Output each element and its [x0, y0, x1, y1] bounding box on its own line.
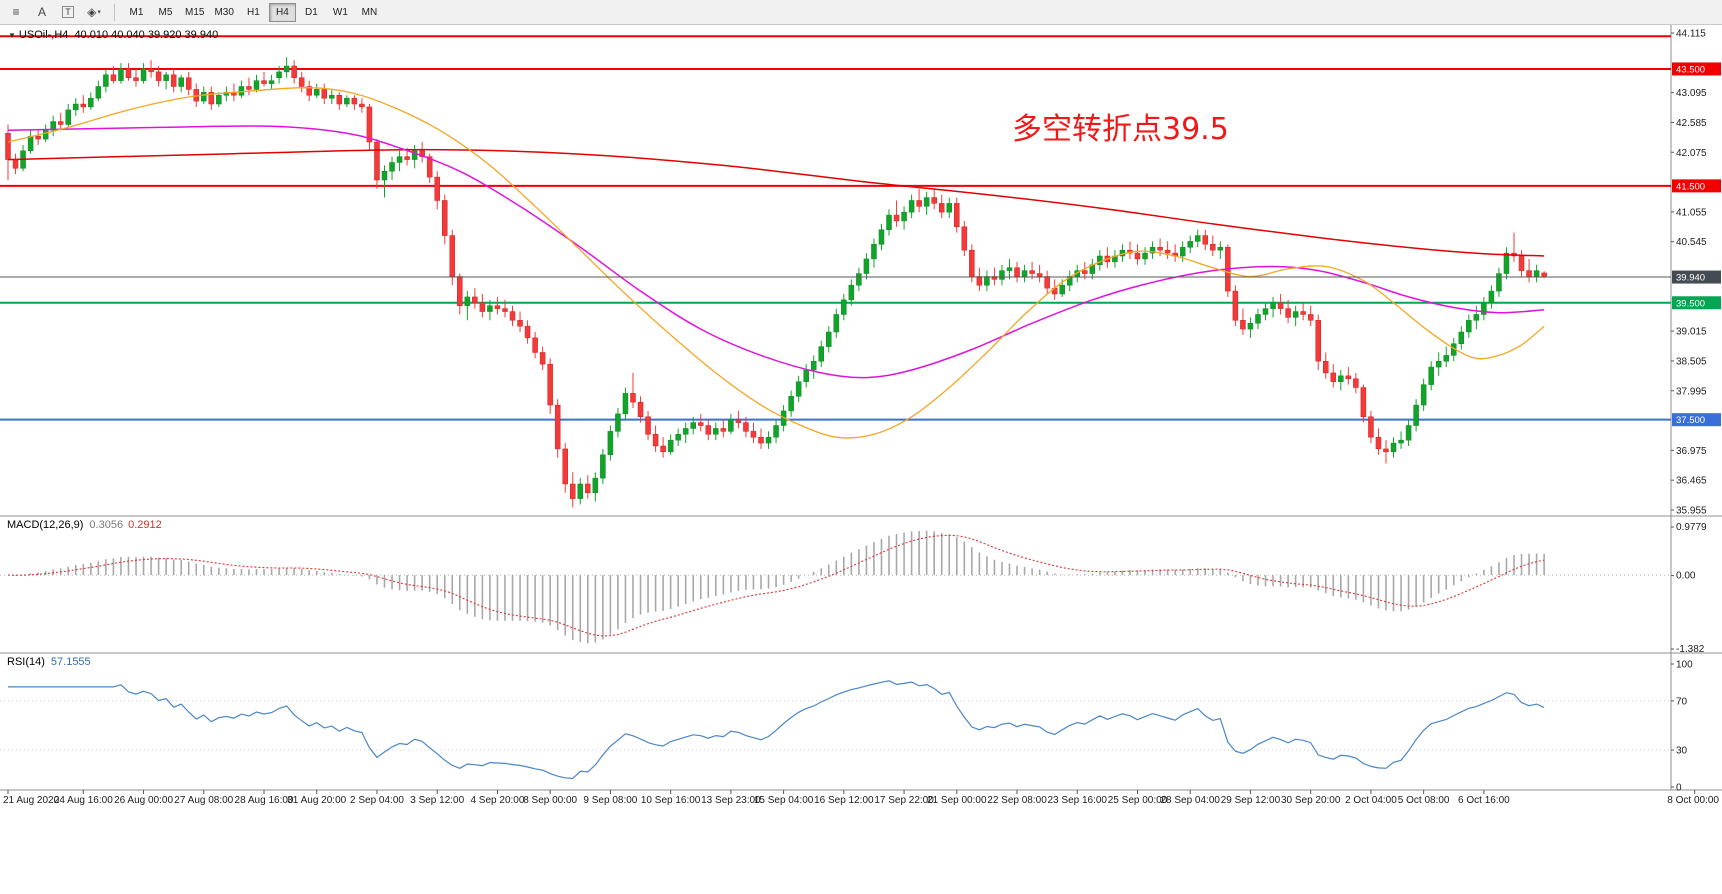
svg-text:6 Oct 16:00: 6 Oct 16:00	[1458, 795, 1510, 806]
svg-text:10 Sep 16:00: 10 Sep 16:00	[641, 795, 701, 806]
svg-text:39.940: 39.940	[1676, 273, 1705, 284]
tf-button-m30[interactable]: M30	[210, 3, 237, 22]
svg-text:2 Oct 04:00: 2 Oct 04:00	[1345, 795, 1397, 806]
svg-text:15 Sep 04:00: 15 Sep 04:00	[754, 795, 814, 806]
toolbar-separator	[114, 3, 115, 21]
svg-text:0.9779: 0.9779	[1676, 522, 1707, 533]
tf-button-w1[interactable]: W1	[327, 3, 354, 22]
svg-text:22 Sep 08:00: 22 Sep 08:00	[987, 795, 1047, 806]
svg-text:21 Sep 00:00: 21 Sep 00:00	[927, 795, 987, 806]
tf-button-m1[interactable]: M1	[123, 3, 150, 22]
svg-text:16 Sep 12:00: 16 Sep 12:00	[814, 795, 874, 806]
svg-text:43.500: 43.500	[1676, 64, 1705, 75]
main-chart-region[interactable]	[0, 25, 1671, 516]
textbox-tool-icon[interactable]: T	[56, 2, 80, 23]
svg-text:21 Aug 2020: 21 Aug 2020	[3, 795, 60, 806]
svg-text:37.995: 37.995	[1676, 386, 1707, 397]
svg-text:0: 0	[1676, 783, 1682, 794]
svg-text:26 Aug 00:00: 26 Aug 00:00	[114, 795, 173, 806]
svg-text:9 Sep 08:00: 9 Sep 08:00	[583, 795, 637, 806]
svg-text:70: 70	[1676, 696, 1688, 707]
tf-button-h1[interactable]: H1	[240, 3, 267, 22]
charts-list-icon[interactable]: ≡	[12, 5, 20, 19]
svg-text:43.095: 43.095	[1676, 88, 1707, 99]
svg-text:36.975: 36.975	[1676, 446, 1707, 457]
svg-text:100: 100	[1676, 660, 1693, 671]
macd-label: MACD(12,26,9) 0.3056 0.2912	[7, 519, 162, 531]
svg-text:8 Oct 00:00: 8 Oct 00:00	[1667, 795, 1719, 806]
macd-name: MACD(12,26,9)	[7, 519, 84, 531]
tf-button-m5[interactable]: M5	[152, 3, 179, 22]
svg-text:-1.382: -1.382	[1676, 644, 1705, 655]
svg-text:42.585: 42.585	[1676, 118, 1707, 129]
svg-text:30: 30	[1676, 746, 1688, 757]
ohlc-values: 40.010 40.040 39.920 39.940	[74, 29, 219, 41]
svg-text:25 Sep 00:00: 25 Sep 00:00	[1108, 795, 1168, 806]
shapes-tool-icon[interactable]: ◈ ▾	[87, 5, 101, 19]
text-tool-icon[interactable]: A	[37, 5, 46, 19]
rsi-value: 57.1555	[50, 656, 91, 668]
svg-text:27 Aug 08:00: 27 Aug 08:00	[174, 795, 233, 806]
svg-text:4 Sep 20:00: 4 Sep 20:00	[470, 795, 524, 806]
symbol-dropdown-icon[interactable]: ▼	[8, 31, 16, 40]
rsi-label: RSI(14) 57.1555	[7, 656, 91, 668]
svg-text:37.500: 37.500	[1676, 415, 1705, 426]
svg-text:17 Sep 22:00: 17 Sep 22:00	[874, 795, 934, 806]
tf-button-d1[interactable]: D1	[298, 3, 325, 22]
svg-text:28 Sep 04:00: 28 Sep 04:00	[1160, 795, 1220, 806]
svg-text:35.955: 35.955	[1676, 506, 1707, 517]
svg-text:0.00: 0.00	[1676, 571, 1696, 582]
chevron-down-icon: ▾	[97, 9, 101, 16]
rsi-name: RSI(14)	[7, 656, 45, 668]
svg-text:24 Aug 16:00: 24 Aug 16:00	[54, 795, 113, 806]
svg-text:41.055: 41.055	[1676, 207, 1707, 218]
svg-text:30 Sep 20:00: 30 Sep 20:00	[1281, 795, 1341, 806]
macd-main-value: 0.3056	[89, 519, 124, 531]
toolbar: ≡ A T ◈ ▾ M1 M5 M15 M30 H1 H4 D1 W1 MN	[0, 0, 1722, 25]
svg-text:39.015: 39.015	[1676, 327, 1707, 338]
time-axis[interactable]	[0, 790, 1722, 814]
tf-button-m15[interactable]: M15	[181, 3, 208, 22]
tf-button-mn[interactable]: MN	[356, 3, 383, 22]
svg-text:38.505: 38.505	[1676, 356, 1707, 367]
svg-text:29 Sep 12:00: 29 Sep 12:00	[1221, 795, 1281, 806]
svg-text:44.115: 44.115	[1676, 29, 1706, 40]
svg-text:5 Oct 08:00: 5 Oct 08:00	[1398, 795, 1450, 806]
symbol-timeframe-label: USOil-,H4	[18, 29, 69, 41]
svg-text:39.500: 39.500	[1676, 298, 1705, 309]
chart-title: ▼ USOil-,H4 40.010 40.040 39.920 39.940	[8, 29, 218, 41]
tf-button-h4[interactable]: H4	[268, 2, 296, 22]
svg-text:8 Sep 00:00: 8 Sep 00:00	[523, 795, 577, 806]
macd-signal-value: 0.2912	[128, 519, 162, 531]
svg-text:41.500: 41.500	[1676, 181, 1705, 192]
svg-text:2 Sep 04:00: 2 Sep 04:00	[350, 795, 404, 806]
chart-annotation[interactable]: 多空转折点39.5	[1012, 112, 1229, 147]
macd-panel-region[interactable]	[0, 517, 1671, 653]
svg-text:23 Sep 16:00: 23 Sep 16:00	[1048, 795, 1108, 806]
price-axis[interactable]	[1671, 25, 1722, 790]
rsi-panel-region[interactable]	[0, 654, 1671, 790]
svg-text:3 Sep 12:00: 3 Sep 12:00	[410, 795, 464, 806]
svg-text:36.465: 36.465	[1676, 476, 1707, 487]
svg-text:40.545: 40.545	[1676, 237, 1707, 248]
svg-text:31 Aug 20:00: 31 Aug 20:00	[287, 795, 346, 806]
svg-text:13 Sep 23:00: 13 Sep 23:00	[701, 795, 761, 806]
svg-text:42.075: 42.075	[1676, 148, 1707, 159]
svg-text:28 Aug 16:00: 28 Aug 16:00	[235, 795, 294, 806]
